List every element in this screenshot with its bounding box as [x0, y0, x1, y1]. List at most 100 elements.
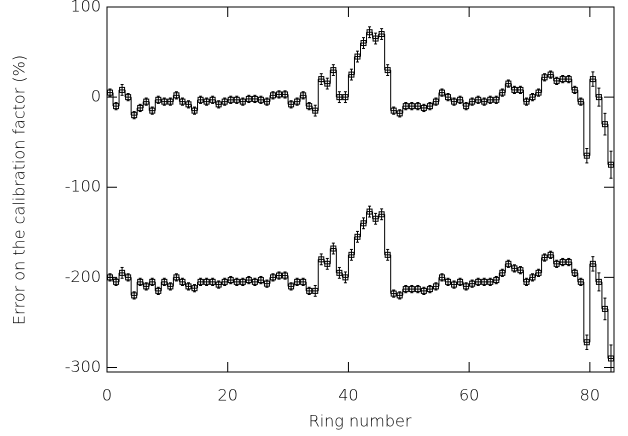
marker: [155, 96, 162, 103]
marker: [269, 274, 276, 281]
marker: [583, 152, 590, 159]
marker: [119, 269, 126, 276]
marker: [227, 96, 234, 103]
marker: [161, 278, 168, 285]
marker: [565, 259, 572, 266]
marker: [203, 278, 210, 285]
marker: [432, 98, 439, 105]
marker: [438, 89, 445, 96]
marker: [191, 107, 198, 114]
marker: [294, 278, 301, 285]
marker: [595, 94, 602, 101]
marker: [481, 98, 488, 105]
marker: [143, 283, 150, 290]
marker: [257, 277, 264, 284]
marker: [445, 94, 452, 101]
marker: [336, 269, 343, 276]
marker: [565, 76, 572, 83]
marker: [276, 272, 283, 279]
marker: [113, 103, 120, 110]
marker: [197, 96, 204, 103]
marker: [300, 92, 307, 99]
x-tick-label: 0: [102, 386, 112, 405]
marker: [282, 91, 289, 98]
marker: [330, 67, 337, 74]
marker: [209, 278, 216, 285]
marker: [402, 103, 409, 110]
x-tick-label: 80: [580, 386, 600, 405]
plot-frame: [106, 6, 615, 373]
marker: [245, 277, 252, 284]
marker: [499, 269, 506, 276]
marker: [511, 265, 518, 272]
marker: [239, 98, 246, 105]
marker: [493, 277, 500, 284]
marker: [179, 98, 186, 105]
marker: [366, 29, 373, 36]
marker: [354, 233, 361, 240]
marker: [432, 283, 439, 290]
marker: [282, 272, 289, 279]
marker: [263, 98, 270, 105]
marker: [185, 283, 192, 290]
marker: [324, 260, 331, 267]
marker: [408, 286, 415, 293]
y-tick-label: -200: [65, 267, 101, 286]
marker: [595, 278, 602, 285]
marker: [276, 91, 283, 98]
marker: [342, 94, 349, 101]
marker: [263, 280, 270, 287]
marker: [233, 278, 240, 285]
marker: [221, 278, 228, 285]
marker: [390, 290, 397, 297]
y-tick-label: -100: [65, 177, 101, 196]
marker: [541, 254, 548, 261]
marker: [378, 211, 385, 218]
marker: [149, 107, 156, 114]
marker: [342, 274, 349, 281]
marker: [233, 96, 240, 103]
marker: [348, 71, 355, 78]
marker: [469, 280, 476, 287]
marker: [547, 251, 554, 258]
marker: [487, 96, 494, 103]
marker: [408, 103, 415, 110]
marker: [155, 287, 162, 294]
marker: [143, 98, 150, 105]
marker: [107, 274, 114, 281]
marker: [269, 92, 276, 99]
marker: [227, 277, 234, 284]
marker: [451, 281, 458, 288]
marker: [457, 96, 464, 103]
marker: [251, 95, 258, 102]
marker: [402, 286, 409, 293]
marker: [318, 76, 325, 83]
marker: [191, 285, 198, 292]
marker: [571, 86, 578, 93]
marker: [517, 86, 524, 93]
marker: [239, 278, 246, 285]
marker: [451, 98, 458, 105]
marker: [559, 259, 566, 266]
marker: [167, 98, 174, 105]
marker: [463, 283, 470, 290]
marker: [161, 98, 168, 105]
marker: [541, 74, 548, 81]
marker: [499, 89, 506, 96]
marker: [577, 98, 584, 105]
marker: [487, 278, 494, 285]
marker: [601, 121, 608, 128]
marker: [607, 355, 614, 362]
marker: [414, 103, 421, 110]
marker: [559, 76, 566, 83]
marker: [601, 305, 608, 312]
marker: [366, 208, 373, 215]
marker: [167, 283, 174, 290]
y-axis-label: Error on the calibration factor (%): [10, 55, 29, 325]
marker: [469, 98, 476, 105]
marker: [577, 278, 584, 285]
marker: [131, 292, 138, 299]
marker: [215, 281, 222, 288]
marker: [137, 104, 144, 111]
marker: [475, 96, 482, 103]
